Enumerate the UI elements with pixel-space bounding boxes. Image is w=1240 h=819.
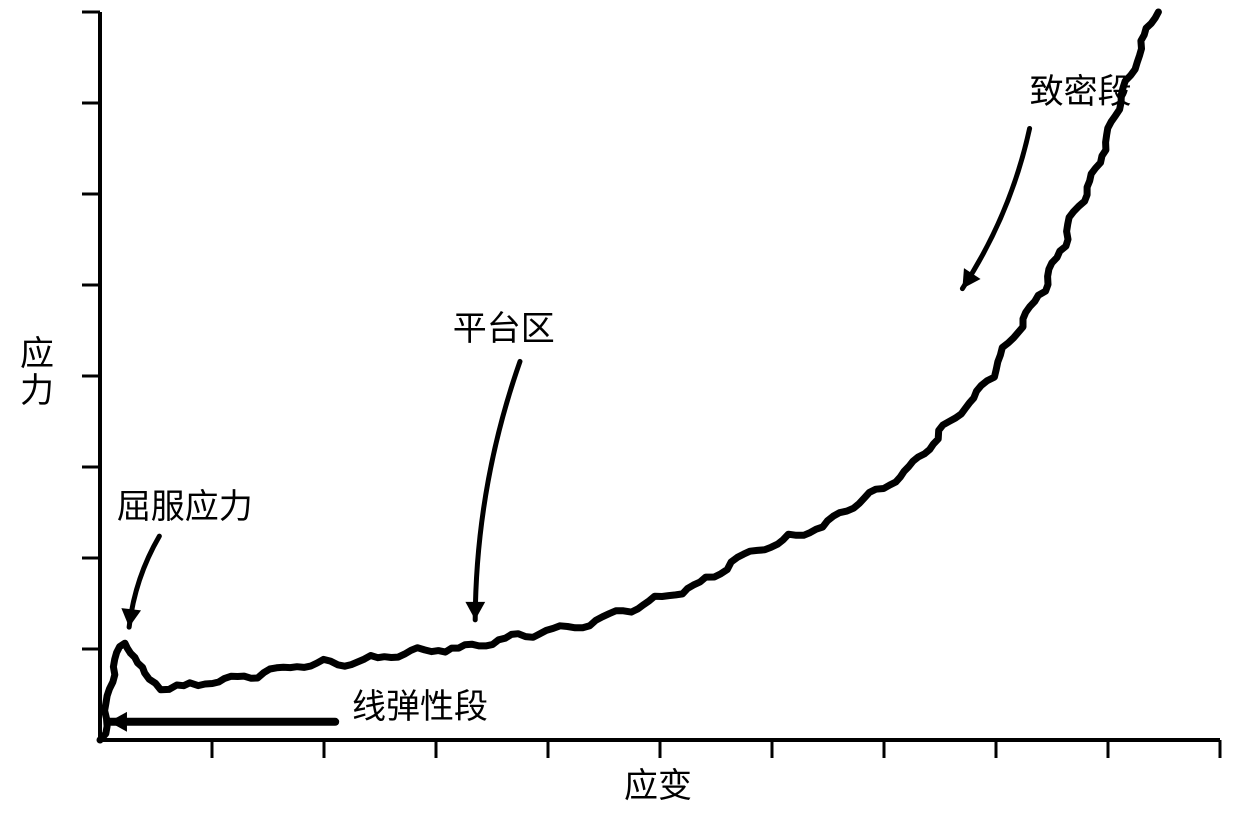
annotation-linear-elastic-label: 线弹性段 <box>352 679 488 728</box>
densification-arrow-shaft <box>962 128 1029 288</box>
x-axis-label: 应变 <box>624 768 692 805</box>
annotation-yield-label: 屈服应力 <box>117 479 253 528</box>
linear-elastic-arrow-head <box>109 712 127 732</box>
y-axis-label: 应 力 <box>20 336 54 411</box>
plateau-arrow-head <box>465 602 485 620</box>
chart-svg <box>0 0 1240 819</box>
annotation-densification-label: 致密段 <box>1030 64 1132 113</box>
annotation-plateau-label: 平台区 <box>453 301 555 350</box>
stress-strain-curve <box>100 12 1158 740</box>
plateau-arrow-shaft <box>475 361 520 619</box>
chart-container: 应 力 应变 致密段 平台区 屈服应力 线弹性段 <box>0 0 1240 819</box>
